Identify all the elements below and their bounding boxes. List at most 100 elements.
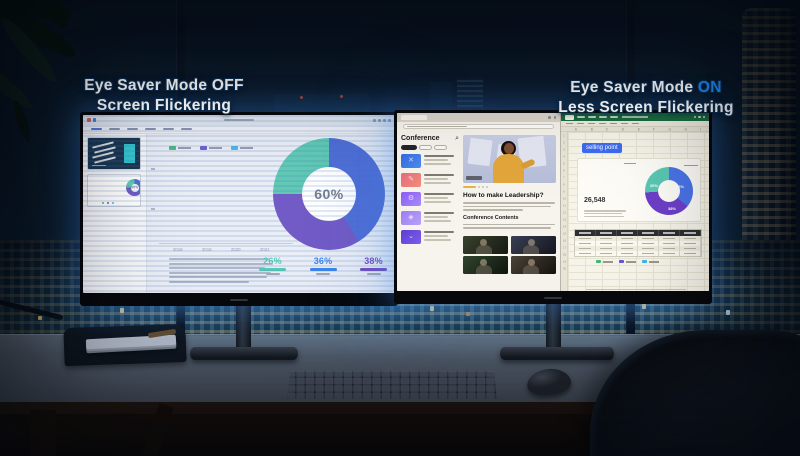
column-headers[interactable]: A B C D E F G H I — [561, 127, 709, 132]
table-cell — [659, 251, 680, 256]
video-timestamp-chip — [466, 176, 482, 180]
conference-photo[interactable] — [463, 256, 509, 274]
cell-value-skeleton — [621, 247, 633, 250]
menu-item — [145, 128, 156, 130]
row-header[interactable]: 3 — [563, 147, 565, 152]
row-header[interactable]: 18 — [562, 252, 567, 257]
x-tick-label: 2020 — [230, 247, 241, 252]
row-header[interactable]: 14 — [562, 224, 567, 229]
table-cell — [575, 230, 596, 236]
url-field[interactable] — [403, 124, 554, 129]
column-header[interactable]: F — [653, 127, 656, 132]
column-header[interactable]: H — [684, 127, 687, 132]
column-header[interactable]: C — [605, 127, 609, 132]
list-item-thumbnail: ⌄ — [401, 230, 421, 244]
x-tick-label: 2021 — [259, 247, 270, 252]
conference-list-item[interactable]: ✕ — [401, 154, 459, 168]
table-cell — [617, 246, 638, 251]
cell-grid[interactable]: selling point 36% 38% 26% 26,548 — [568, 132, 709, 291]
menu-item[interactable] — [588, 116, 596, 118]
file-tab[interactable] — [565, 114, 574, 120]
selling-point-cell[interactable]: selling point — [582, 143, 622, 153]
conference-photo[interactable] — [510, 235, 556, 254]
window-controls[interactable] — [693, 115, 705, 119]
cell-value-skeleton — [642, 252, 654, 255]
row-header[interactable]: 12 — [562, 210, 567, 215]
conference-list-item[interactable]: ✎ — [401, 173, 459, 187]
right-headline-title: Eye Saver Mode ON — [570, 79, 722, 96]
presentation-body: 60% 2018 2019 2020 20 — [83, 134, 395, 292]
browser-tab-bar[interactable] — [397, 113, 560, 122]
table-cell — [638, 246, 659, 251]
row-header[interactable]: 7 — [563, 175, 565, 180]
browser-menu-icon[interactable] — [548, 116, 551, 119]
column-header[interactable]: E — [637, 127, 640, 132]
row-header[interactable]: 19 — [562, 259, 567, 264]
column-header[interactable]: I — [700, 127, 702, 132]
titlebar-icons[interactable] — [373, 118, 391, 122]
row-header[interactable]: 13 — [562, 217, 567, 222]
filter-pill-active[interactable] — [401, 145, 417, 150]
row-headers[interactable]: 1 2 3 4 5 6 7 8 9 10 11 12 13 14 15 16 17 18 19 20 — [561, 132, 568, 291]
menu-item — [181, 128, 192, 130]
row-header[interactable]: 1 — [563, 133, 565, 138]
list-item-thumbnail: ✎ — [401, 173, 421, 187]
sheet-area: 1 2 3 4 5 6 7 8 9 10 11 12 13 14 15 16 17 18 19 20 selling … — [561, 132, 709, 291]
presentation-menubar[interactable] — [83, 125, 395, 134]
row-header[interactable]: 2 — [563, 140, 565, 145]
menu-item[interactable] — [610, 116, 618, 118]
slide-thumbnail-1[interactable] — [88, 138, 140, 169]
row-header[interactable]: 17 — [562, 245, 567, 250]
slide-thumbnail-2[interactable]: 60% — [88, 175, 140, 206]
filter-pill[interactable] — [434, 145, 447, 150]
conference-photo[interactable] — [510, 256, 556, 274]
menu-item — [163, 128, 174, 130]
column-header[interactable]: A — [574, 127, 577, 132]
app-icon — [92, 118, 96, 122]
row-header[interactable]: 20 — [562, 266, 567, 271]
menu-item[interactable] — [577, 116, 585, 118]
browser-menu-icon[interactable] — [553, 116, 556, 119]
y-axis-tick — [151, 168, 155, 170]
card-line-skeleton — [584, 213, 622, 215]
conference-list-item[interactable]: ⌄ — [401, 230, 459, 244]
list-item-line-skeleton — [424, 163, 451, 165]
data-table[interactable] — [574, 229, 702, 257]
column-header[interactable]: B — [590, 127, 593, 132]
row-header[interactable]: 15 — [562, 231, 567, 236]
browser-address-bar[interactable] — [397, 122, 560, 131]
row-header[interactable]: 11 — [562, 203, 567, 208]
browser-tab[interactable] — [401, 115, 427, 120]
table-cell — [680, 241, 701, 246]
spreadsheet-toolbar[interactable] — [561, 121, 709, 127]
cell-value-skeleton — [579, 247, 591, 250]
donut-callout — [684, 165, 698, 166]
hero-video[interactable] — [463, 135, 556, 183]
monitor-logo — [544, 297, 562, 299]
conference-list-item[interactable]: ⚙ — [401, 192, 459, 206]
slide-thumbnail-panel[interactable]: 60% — [83, 134, 147, 292]
column-header[interactable]: G — [668, 127, 672, 132]
legend-label-skeleton — [603, 260, 613, 263]
menu-item[interactable] — [599, 116, 607, 118]
search-icon[interactable]: ⌕ — [455, 135, 459, 142]
column-header[interactable]: D — [621, 127, 625, 132]
row-header[interactable]: 16 — [562, 238, 567, 243]
spreadsheet-menubar[interactable] — [561, 113, 709, 121]
legend-label-skeleton — [626, 260, 636, 263]
row-header[interactable]: 8 — [563, 182, 565, 187]
conference-photo[interactable] — [463, 235, 509, 254]
list-item-line-skeleton — [424, 220, 451, 222]
row-header[interactable]: 4 — [563, 154, 565, 159]
cell-value-skeleton — [579, 232, 591, 234]
conference-list-item[interactable]: ◈ — [401, 211, 459, 225]
row-header[interactable]: 6 — [563, 168, 565, 173]
row-header[interactable]: 9 — [563, 189, 565, 194]
legend-swatch — [200, 146, 207, 150]
legend-label-skeleton — [209, 147, 222, 149]
filter-pill[interactable] — [419, 145, 432, 150]
row-header[interactable]: 5 — [563, 161, 565, 166]
video-progress[interactable] — [463, 184, 556, 190]
row-header[interactable]: 10 — [562, 196, 567, 201]
legend-swatch — [619, 260, 624, 263]
